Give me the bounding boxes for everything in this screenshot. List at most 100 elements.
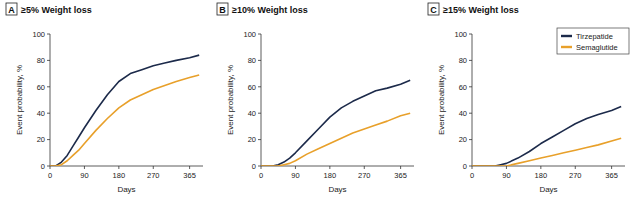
x-tick bbox=[261, 166, 262, 169]
series-line bbox=[472, 107, 621, 166]
x-tick-label: 270 bbox=[358, 171, 371, 180]
y-axis-title: Event probability, % bbox=[15, 65, 24, 135]
y-tick bbox=[469, 113, 472, 114]
x-tick bbox=[84, 166, 85, 169]
legend-label: Tirzepatide bbox=[576, 32, 613, 41]
x-axis bbox=[261, 166, 414, 167]
y-tick bbox=[469, 34, 472, 35]
y-axis-title: Event probability, % bbox=[226, 65, 235, 135]
y-tick-label: 100 bbox=[32, 30, 45, 39]
x-tick bbox=[611, 166, 612, 169]
panel: C ≥15% Weight loss 0 20 40 60 80 100 0 90 180 270 36… bbox=[428, 3, 629, 194]
panel-title: ≥10% Weight loss bbox=[232, 5, 308, 15]
x-tick bbox=[540, 166, 541, 169]
x-tick bbox=[50, 166, 51, 169]
y-tick-label: 0 bbox=[463, 162, 467, 171]
y-tick-label: 20 bbox=[248, 135, 256, 144]
panel: B≥10% Weight loss02040608010009018027036… bbox=[217, 3, 414, 194]
x-tick bbox=[295, 166, 296, 169]
x-tick bbox=[364, 166, 365, 169]
y-tick-label: 100 bbox=[454, 30, 467, 39]
panel-label: B bbox=[219, 5, 226, 15]
x-tick-label: 270 bbox=[147, 171, 160, 180]
x-axis-title: Days bbox=[539, 185, 557, 194]
y-tick-label: 40 bbox=[248, 109, 256, 118]
y-tick-label: 40 bbox=[37, 109, 45, 118]
series-line bbox=[261, 113, 410, 166]
x-tick bbox=[189, 166, 190, 169]
y-tick-label: 40 bbox=[459, 109, 467, 118]
y-tick bbox=[47, 86, 50, 87]
y-tick bbox=[469, 139, 472, 140]
y-tick bbox=[258, 34, 261, 35]
x-axis bbox=[50, 166, 203, 167]
y-tick bbox=[258, 113, 261, 114]
y-tick bbox=[47, 60, 50, 61]
x-tick bbox=[118, 166, 119, 169]
x-tick bbox=[329, 166, 330, 169]
y-tick bbox=[469, 60, 472, 61]
y-tick bbox=[469, 86, 472, 87]
y-tick-label: 20 bbox=[37, 135, 45, 144]
series-line bbox=[472, 138, 621, 166]
legend-label: Semaglutide bbox=[576, 43, 618, 52]
y-tick bbox=[47, 113, 50, 114]
lines bbox=[472, 107, 621, 166]
x-tick bbox=[400, 166, 401, 169]
panel-label: C bbox=[430, 5, 437, 15]
legend-box bbox=[557, 28, 629, 54]
y-tick bbox=[47, 34, 50, 35]
panel-label-box bbox=[217, 3, 228, 15]
lines bbox=[261, 80, 410, 166]
panel-title: ≥5% Weight loss bbox=[21, 5, 92, 15]
y-tick-label: 0 bbox=[41, 162, 45, 171]
x-tick bbox=[153, 166, 154, 169]
y-axis bbox=[472, 34, 473, 166]
y-tick-label: 60 bbox=[37, 83, 45, 92]
y-tick-label: 0 bbox=[252, 162, 256, 171]
x-tick-label: 270 bbox=[569, 171, 582, 180]
y-tick bbox=[258, 60, 261, 61]
x-tick bbox=[472, 166, 473, 169]
series-line bbox=[261, 80, 410, 166]
panel: A ≥5% Weight loss 0 20 40 60 80 100 0 90 180 270 365… bbox=[6, 3, 203, 194]
legend-swatch bbox=[561, 35, 572, 37]
x-tick-label: 90 bbox=[502, 171, 510, 180]
y-tick-label: 80 bbox=[248, 56, 256, 65]
y-axis-title: Event probability, % bbox=[437, 65, 446, 135]
x-tick-label: 365 bbox=[605, 171, 618, 180]
legend: Tirzepatide Semaglutide bbox=[557, 28, 629, 54]
panel-label-box bbox=[6, 3, 17, 15]
panel-label: A bbox=[8, 5, 15, 15]
panel-label-box bbox=[428, 3, 439, 15]
legend-swatch bbox=[561, 46, 572, 48]
y-tick bbox=[258, 86, 261, 87]
panel-title: ≥15% Weight loss bbox=[443, 5, 519, 15]
y-tick-label: 60 bbox=[248, 83, 256, 92]
x-axis-title: Days bbox=[328, 185, 346, 194]
y-tick-label: 80 bbox=[37, 56, 45, 65]
y-tick bbox=[258, 166, 261, 167]
y-axis bbox=[50, 34, 51, 166]
series-line bbox=[50, 75, 199, 166]
x-tick-label: 180 bbox=[535, 171, 548, 180]
x-tick-label: 0 bbox=[470, 171, 474, 180]
x-tick-label: 0 bbox=[259, 171, 263, 180]
x-tick-label: 365 bbox=[394, 171, 407, 180]
x-tick bbox=[575, 166, 576, 169]
y-tick-label: 100 bbox=[243, 30, 256, 39]
series-line bbox=[50, 55, 199, 166]
x-tick bbox=[506, 166, 507, 169]
x-tick-label: 180 bbox=[113, 171, 126, 180]
x-tick-label: 90 bbox=[291, 171, 299, 180]
chart-figure: A ≥5% Weight loss 0 20 40 60 80 100 0 90 180 270 365… bbox=[0, 0, 634, 204]
y-tick-label: 20 bbox=[459, 135, 467, 144]
y-tick-label: 80 bbox=[459, 56, 467, 65]
y-tick-label: 60 bbox=[459, 83, 467, 92]
y-tick bbox=[469, 166, 472, 167]
y-axis bbox=[261, 34, 262, 166]
x-tick-label: 90 bbox=[80, 171, 88, 180]
x-tick-label: 365 bbox=[183, 171, 196, 180]
x-tick-label: 0 bbox=[48, 171, 52, 180]
y-tick bbox=[47, 139, 50, 140]
